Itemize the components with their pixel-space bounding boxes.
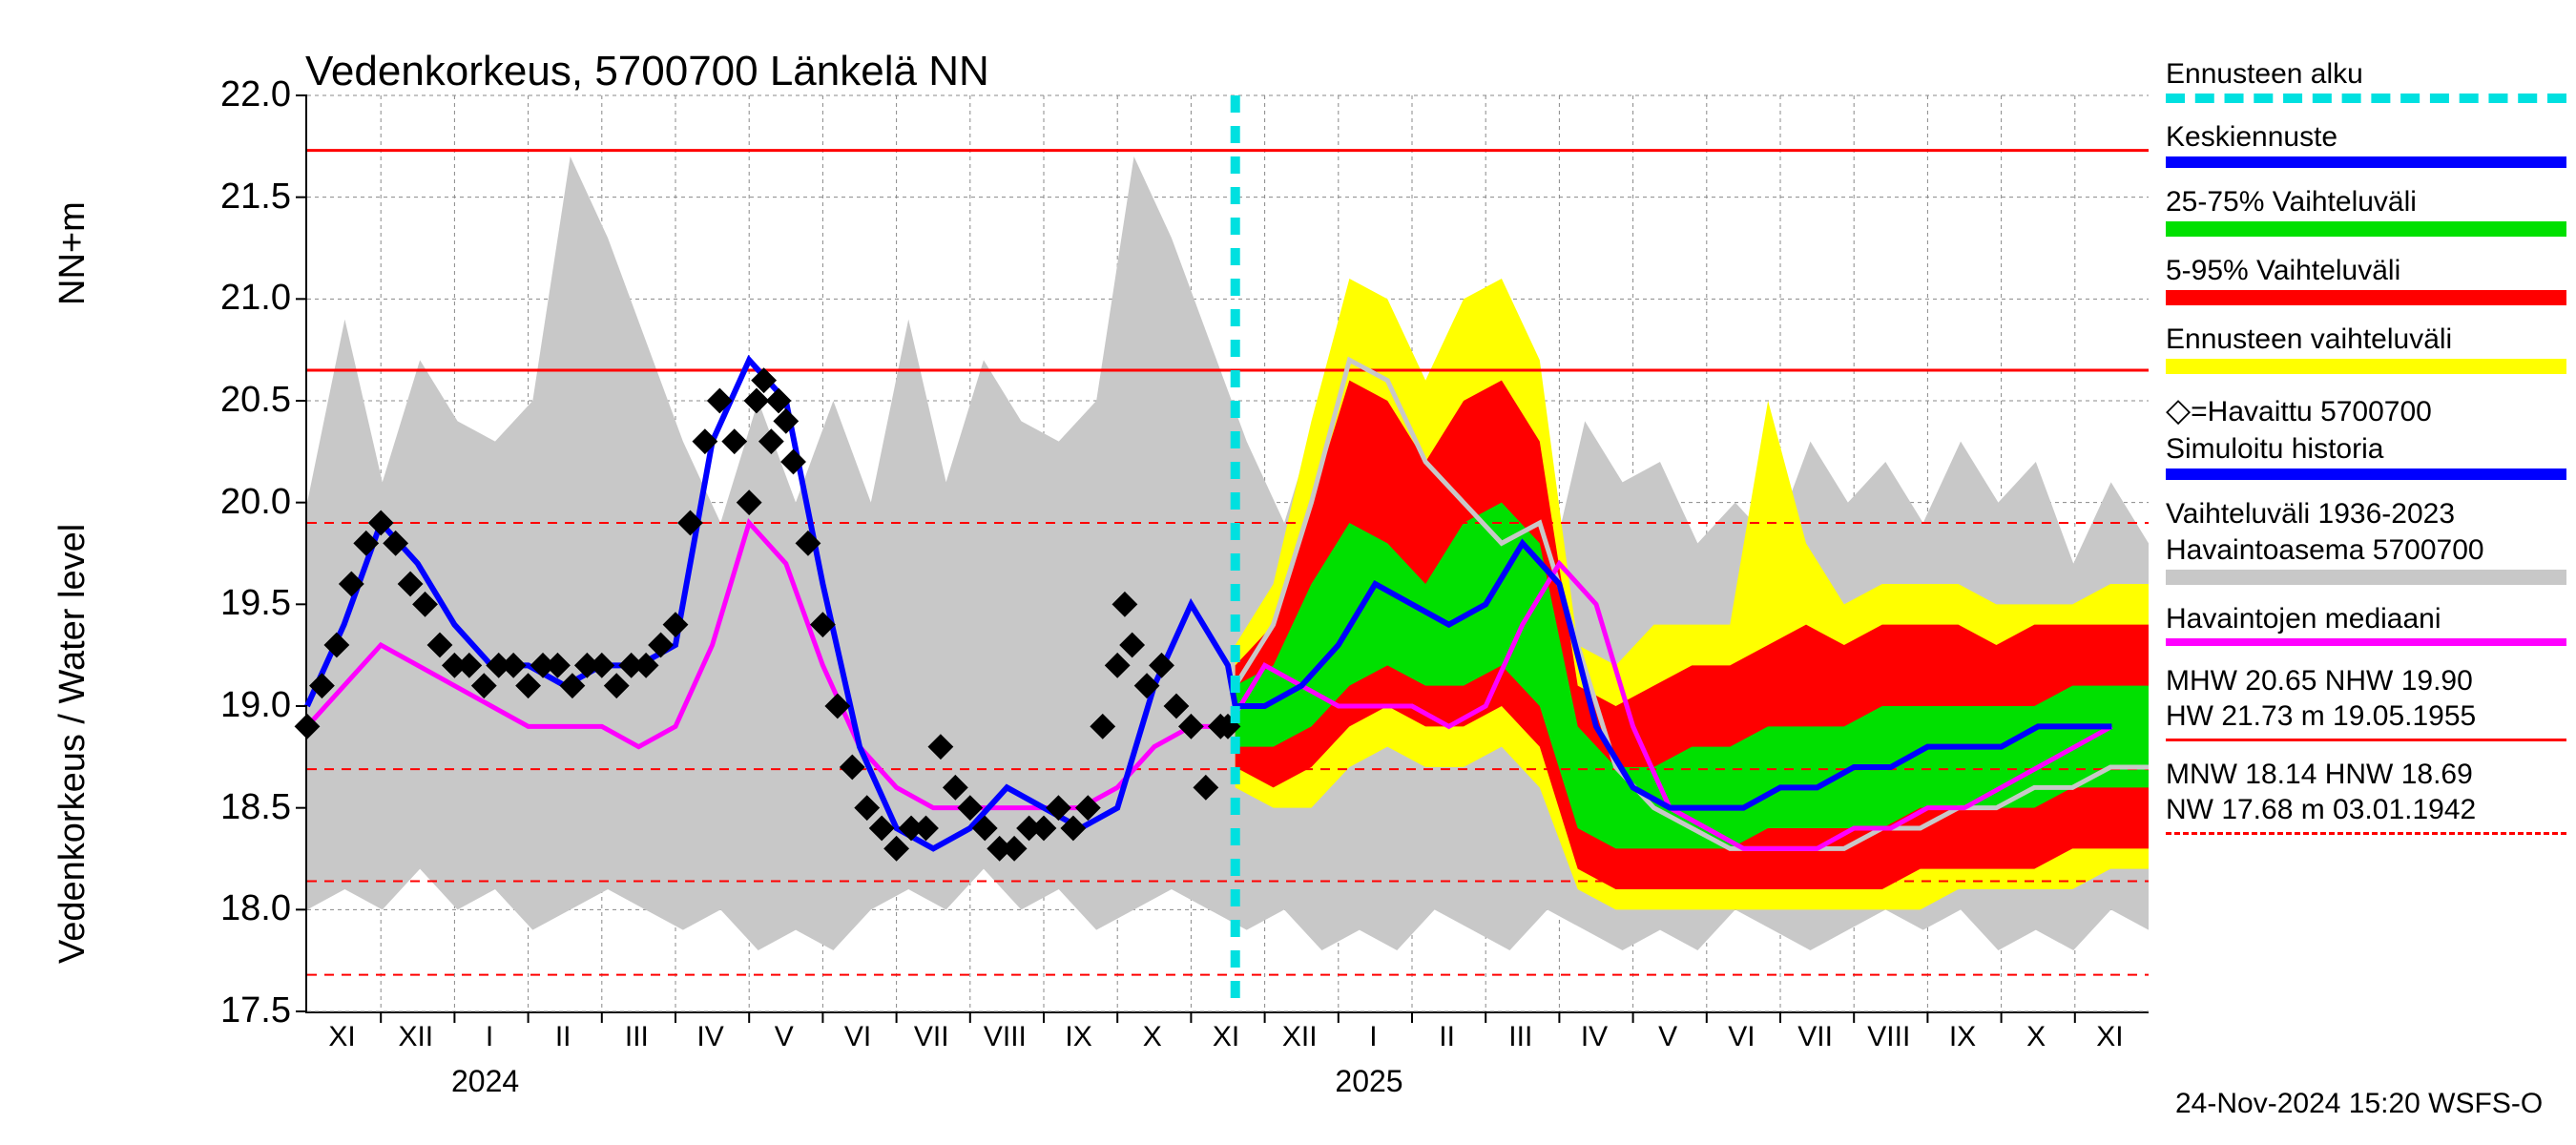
ytick-label: 21.5 [196,177,291,218]
legend-stat: HW 21.73 m 19.05.1955 [2166,698,2566,735]
xtick-month: III [613,1021,660,1053]
ytick-label: 18.0 [196,888,291,929]
xtick-month: XI [2086,1021,2133,1053]
legend: Ennusteen alku Keskiennuste 25-75% Vaihtel… [2166,57,2566,850]
xtick-month: I [1349,1021,1397,1053]
year-label: 2024 [451,1064,519,1099]
legend-swatch [2166,221,2566,237]
ytick-label: 18.5 [196,787,291,828]
chart-title: Vedenkorkeus, 5700700 Länkelä NN [305,48,989,95]
xtick-month: V [760,1021,808,1053]
ytick-label: 19.5 [196,583,291,624]
plot-svg [307,95,2149,1011]
legend-swatch [2166,94,2566,103]
legend-stat: NW 17.68 m 03.01.1942 [2166,792,2566,828]
xtick-month: IV [1570,1021,1618,1053]
legend-swatch [2166,156,2566,168]
year-label: 2025 [1335,1064,1402,1099]
legend-label: Vaihteluväli 1936-2023 [2166,497,2566,531]
ytick-label: 22.0 [196,74,291,115]
xtick-month: X [2012,1021,2060,1053]
xtick-month: VI [834,1021,882,1053]
xtick-month: II [1423,1021,1471,1053]
legend-swatch [2166,468,2566,480]
xtick-month: IX [1055,1021,1103,1053]
legend-label: Havaintojen mediaani [2166,602,2566,636]
plot-area [305,95,2149,1013]
xtick-month: VI [1717,1021,1765,1053]
legend-stat: MNW 18.14 HNW 18.69 [2166,757,2566,793]
legend-swatch [2166,359,2566,374]
xtick-month: VIII [981,1021,1028,1053]
legend-label: 25-75% Vaihteluväli [2166,185,2566,219]
xtick-month: I [466,1021,513,1053]
legend-label: 5-95% Vaihteluväli [2166,254,2566,288]
xtick-month: IX [1939,1021,1986,1053]
legend-label: Simuloitu historia [2166,432,2566,467]
legend-label: ◇=Havaittu 5700700 [2166,391,2566,430]
ytick-label: 20.5 [196,380,291,421]
legend-swatch [2166,290,2566,305]
legend-ref-line [2166,739,2566,741]
legend-label: Keskiennuste [2166,120,2566,155]
ytick-label: 19.0 [196,685,291,726]
legend-label: Ennusteen alku [2166,57,2566,92]
legend-ref-line [2166,832,2566,835]
xtick-month: XII [392,1021,440,1053]
legend-label: Havaintoasema 5700700 [2166,533,2566,568]
chart-container: Vedenkorkeus, 5700700 Länkelä NN Vedenko… [0,0,2576,1145]
xtick-month: V [1644,1021,1692,1053]
xtick-month: XI [319,1021,366,1053]
xtick-month: XII [1276,1021,1323,1053]
xtick-month: X [1129,1021,1176,1053]
xtick-month: II [539,1021,587,1053]
xtick-month: VII [907,1021,955,1053]
legend-swatch [2166,638,2566,646]
yaxis-label-1: Vedenkorkeus / Water level [52,524,93,964]
ytick-label: 17.5 [196,990,291,1031]
legend-label: Ennusteen vaihteluväli [2166,323,2566,357]
ytick-label: 21.0 [196,278,291,319]
xtick-month: VIII [1865,1021,1913,1053]
yaxis-label-2: NN+m [52,201,93,305]
ytick-label: 20.0 [196,482,291,523]
timestamp: 24-Nov-2024 15:20 WSFS-O [2175,1088,2543,1120]
xtick-month: IV [687,1021,735,1053]
xtick-month: XI [1202,1021,1250,1053]
xtick-month: III [1497,1021,1545,1053]
legend-stat: MHW 20.65 NHW 19.90 [2166,663,2566,699]
legend-swatch [2166,570,2566,585]
xtick-month: VII [1792,1021,1839,1053]
